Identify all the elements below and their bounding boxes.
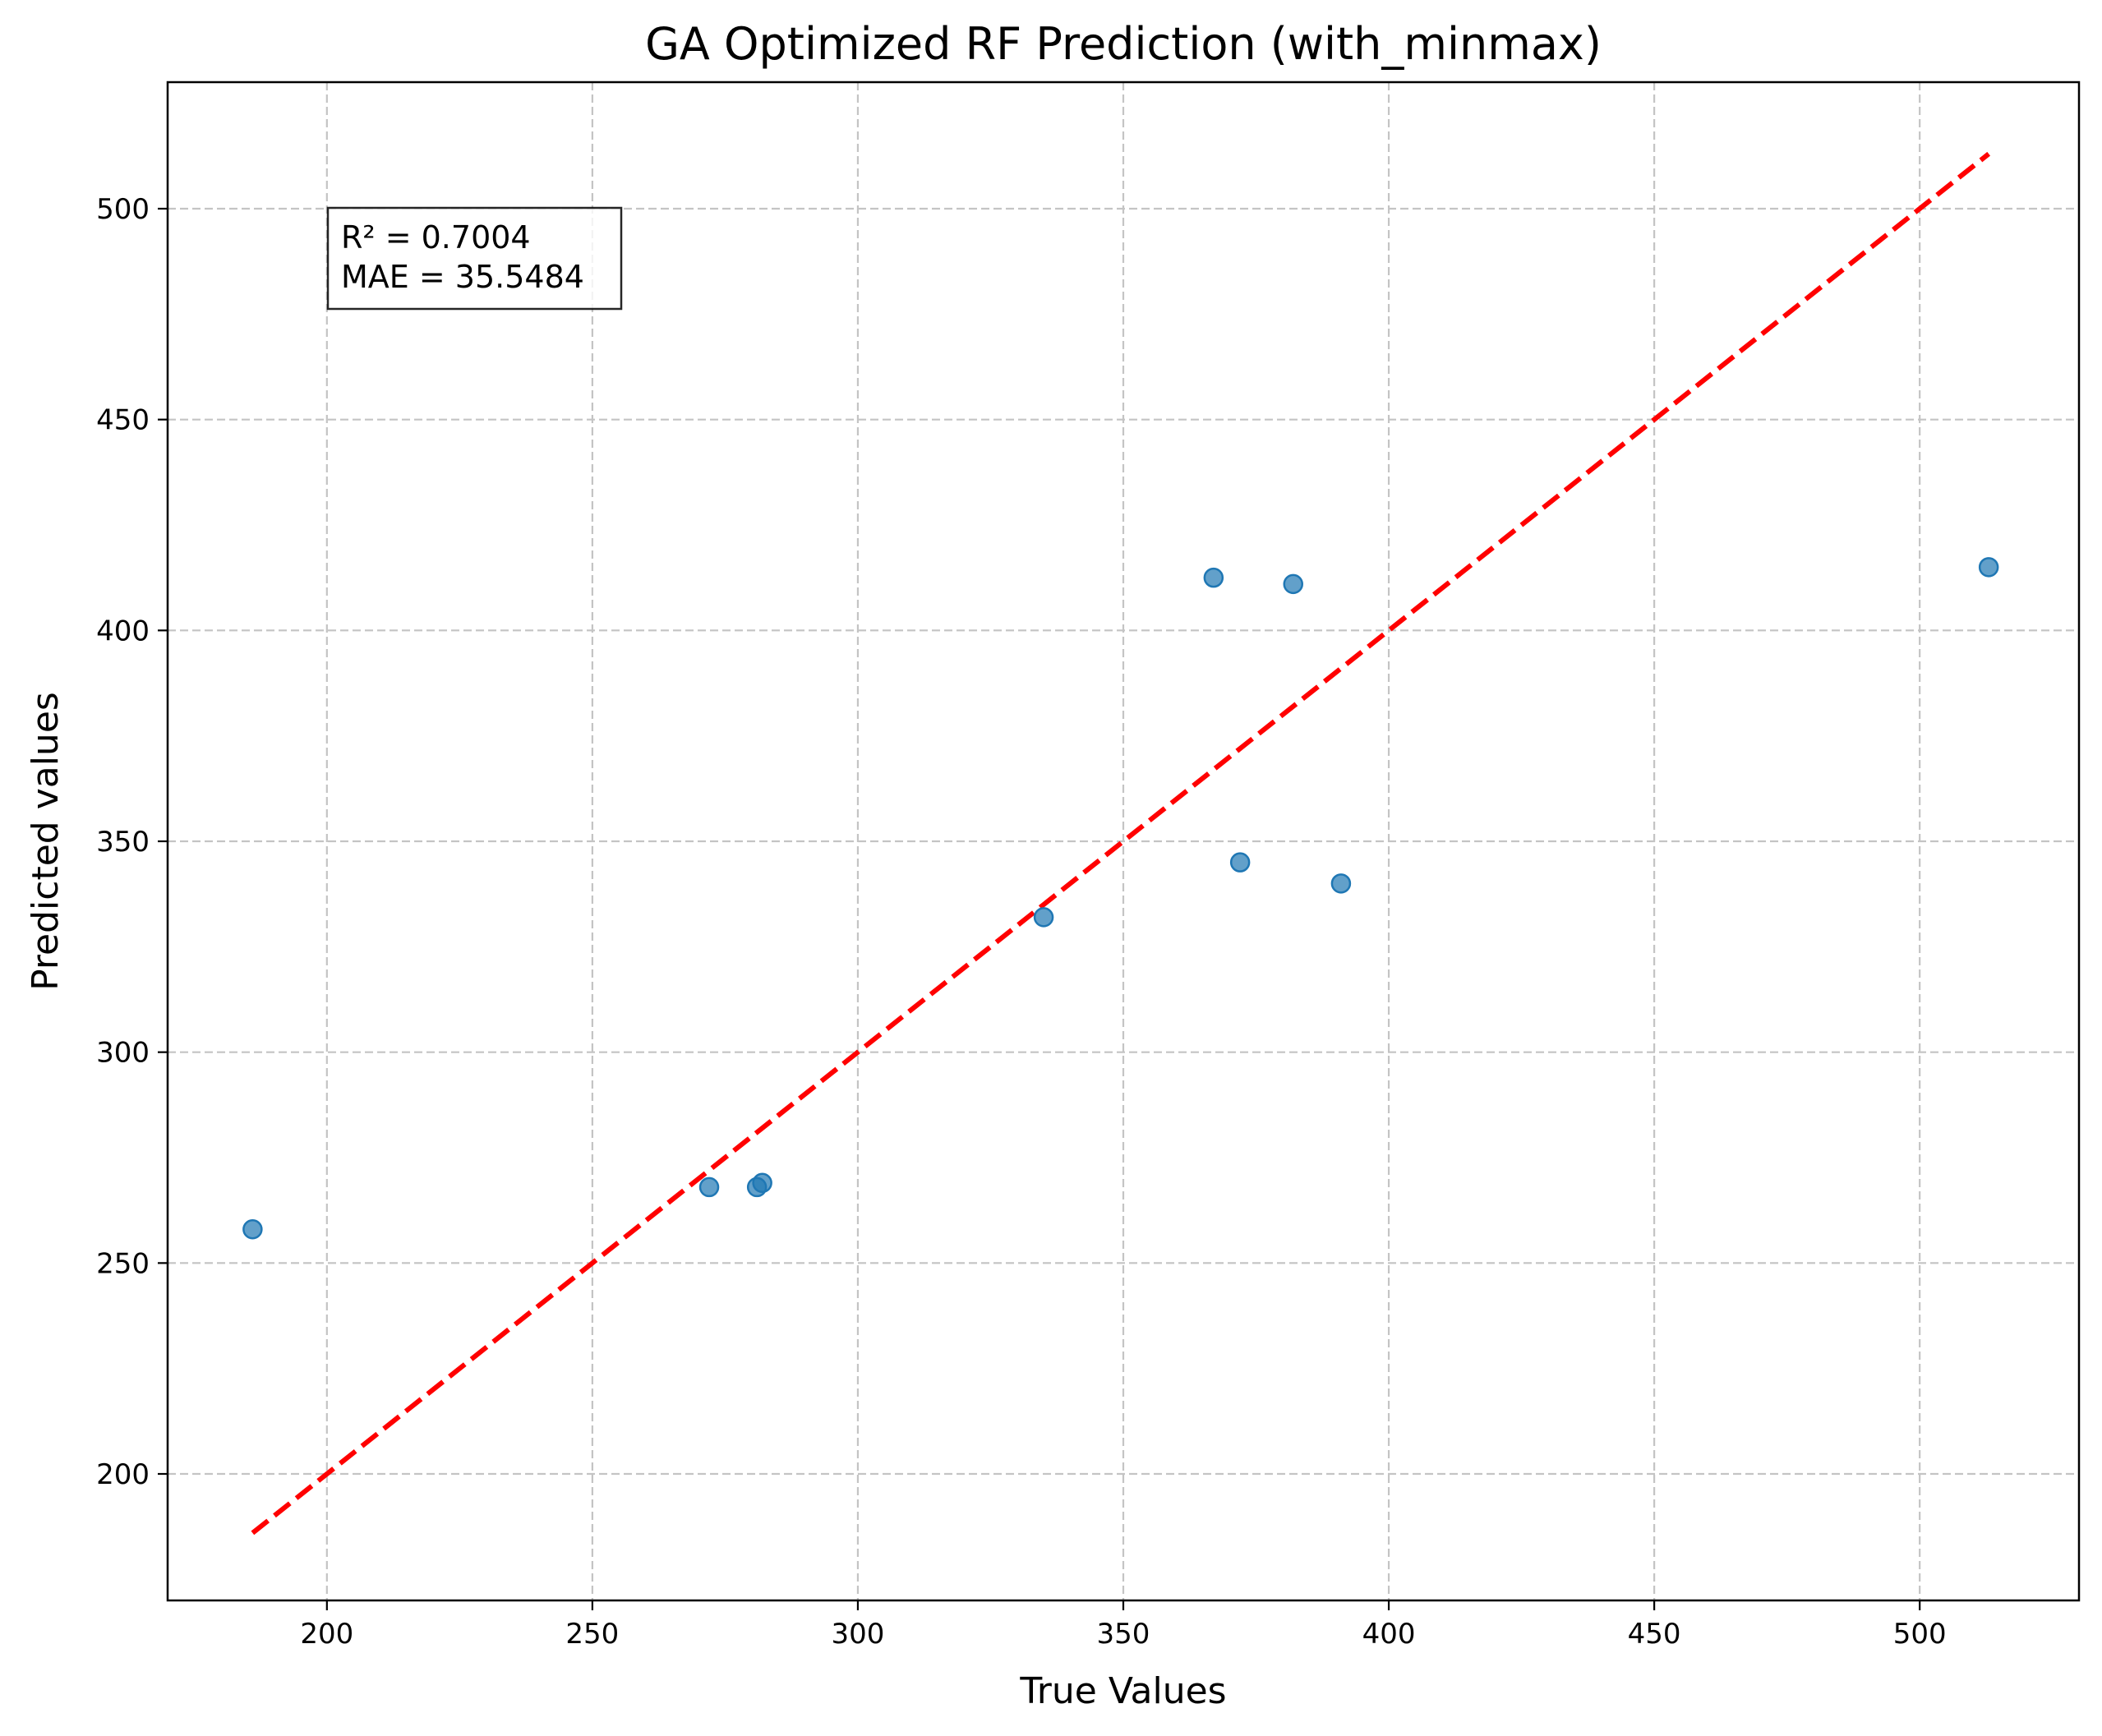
scatter-point: [1033, 907, 1054, 928]
y-tick-label: 450: [96, 404, 150, 437]
y-tick-label: 200: [96, 1458, 150, 1491]
x-axis-label: True Values: [1019, 1670, 1226, 1712]
x-tick-label: 250: [565, 1618, 619, 1651]
x-tick-label: 400: [1362, 1618, 1416, 1651]
x-tick-label: 300: [831, 1618, 884, 1651]
scatter-point: [1330, 873, 1352, 894]
scatter-point: [1283, 573, 1304, 595]
chart-title: GA Optimized RF Prediction (with_minmax): [645, 18, 1602, 70]
y-axis-label: Predicted values: [25, 692, 67, 991]
scatter-point: [1978, 557, 1999, 578]
grid-lines: [168, 82, 2079, 1600]
perfect-prediction-line: [251, 151, 1991, 1536]
scatter-point: [752, 1172, 772, 1194]
x-tick-label: 200: [300, 1618, 353, 1651]
metrics-annotation-box: R² = 0.7004 MAE = 35.5484: [326, 206, 623, 311]
axis-ticks: 200 250 300 350 400 450 500 200 250 300 350 400 450 5…: [96, 193, 1947, 1651]
data-points: [242, 557, 1999, 1240]
scatter-point: [698, 1177, 720, 1198]
r2-annotation: R² = 0.7004: [341, 219, 531, 256]
y-tick-label: 350: [96, 826, 150, 859]
scatter-point: [1229, 852, 1251, 873]
y-tick-label: 250: [96, 1247, 150, 1280]
annotation-frame: [326, 206, 623, 311]
reference-line-layer: [251, 151, 1991, 1536]
x-tick-label: 500: [1893, 1618, 1947, 1651]
scatter-point: [242, 1219, 263, 1240]
y-tick-label: 300: [96, 1037, 150, 1070]
mae-annotation: MAE = 35.5484: [341, 259, 584, 295]
y-tick-label: 500: [96, 193, 150, 226]
y-tick-label: 400: [96, 615, 150, 647]
x-tick-label: 350: [1097, 1618, 1150, 1651]
x-tick-label: 450: [1628, 1618, 1681, 1651]
scatter-point: [1203, 567, 1224, 588]
